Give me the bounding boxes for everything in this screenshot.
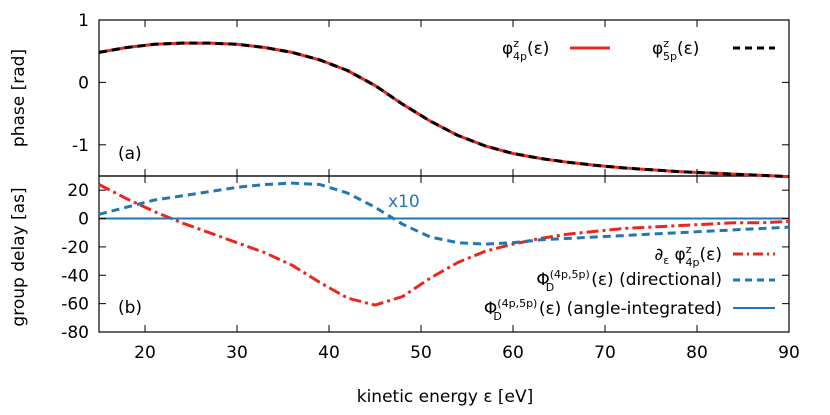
legend-b1-label: ∂ε φz 4p(ε)	[654, 243, 722, 269]
ytick-label: -40	[61, 266, 89, 286]
panel-b-series	[98, 181, 790, 307]
ytick-label: 0	[78, 210, 89, 230]
panel-a-series	[98, 41, 790, 179]
xtick-label: 30	[226, 343, 248, 363]
panel-a-ylabel: phase [rad]	[9, 49, 29, 147]
legend-a2-label: φz 5p(ε)	[652, 37, 699, 63]
series-line-b2	[98, 181, 790, 246]
panel-b-ylabel: group delay [as]	[9, 187, 29, 326]
series-line-a1	[98, 41, 790, 179]
series-line-a2	[98, 41, 790, 179]
xtick-label: 90	[778, 343, 800, 363]
xtick-label: 60	[502, 343, 524, 363]
annotation-x10: x10	[388, 192, 420, 212]
x-axis-label: kinetic energy ε [eV]	[357, 387, 534, 407]
panel-b-label: (b)	[118, 298, 142, 318]
ytick-label: -60	[61, 295, 89, 315]
ytick-label: 0	[78, 73, 89, 93]
ytick-label: -1	[72, 136, 89, 156]
series-line-b1	[98, 183, 790, 307]
legend-a: φz 4p(ε) φz 5p(ε)	[502, 37, 775, 63]
panel-b-frame	[98, 175, 790, 333]
ytick-label: -20	[61, 238, 89, 258]
legend-b2-label: Φ(4p,5p) D (ε) (directional)	[536, 268, 722, 294]
legend-b3-label: Φ(4p,5p) D (ε) (angle-integrated)	[484, 297, 722, 323]
xtick-label: 70	[594, 343, 616, 363]
axis-ticks: 1 0 -1 20 0 -20 -40 -60 -80 20 30 40 50 60 70 80 90	[61, 11, 800, 363]
xtick-label: 40	[318, 343, 340, 363]
ytick-label: -80	[61, 323, 89, 343]
xtick-label: 50	[410, 343, 432, 363]
ytick-label: 1	[78, 11, 89, 31]
ytick-label: 20	[67, 181, 89, 201]
panel-a-label: (a)	[118, 144, 142, 164]
legend-a1-label: φz 4p(ε)	[502, 37, 549, 63]
xtick-label: 80	[686, 343, 708, 363]
legend-b: ∂ε φz 4p(ε) Φ(4p,5p) D (ε) (directional) Φ(…	[484, 243, 775, 323]
xtick-label: 20	[134, 343, 156, 363]
